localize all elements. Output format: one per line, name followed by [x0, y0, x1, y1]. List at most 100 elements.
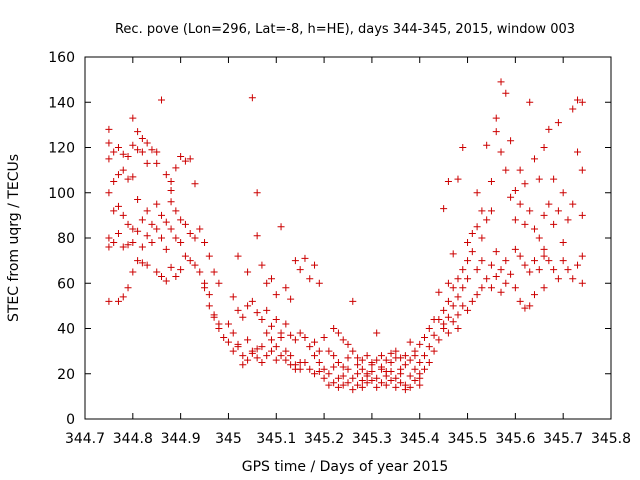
data-point	[311, 370, 319, 378]
data-point	[363, 370, 371, 378]
x-axis: 344.7 344.8 344.9 345 345.1 345.2 345.3 345.4 34…	[65, 57, 631, 447]
data-point	[363, 352, 371, 360]
data-point	[114, 202, 122, 210]
data-point	[444, 313, 452, 321]
data-point	[487, 207, 495, 215]
data-point	[487, 177, 495, 185]
data-point	[392, 374, 400, 382]
data-point	[248, 94, 256, 102]
data-point	[143, 232, 151, 240]
data-point	[454, 311, 462, 319]
data-point	[148, 220, 156, 228]
data-point	[143, 139, 151, 147]
data-point	[181, 157, 189, 165]
data-point	[401, 361, 409, 369]
data-point	[334, 383, 342, 391]
data-point	[554, 207, 562, 215]
data-point	[272, 356, 280, 364]
data-point	[492, 114, 500, 122]
data-point	[392, 347, 400, 355]
x-tick-label: 345.8	[591, 431, 631, 447]
data-point	[497, 266, 505, 274]
data-point	[267, 322, 275, 330]
data-point	[397, 365, 405, 373]
data-point	[392, 383, 400, 391]
data-point	[492, 248, 500, 256]
data-point	[569, 105, 577, 113]
data-point	[153, 268, 161, 276]
data-point	[287, 352, 295, 360]
data-point	[258, 358, 266, 366]
data-point	[282, 347, 290, 355]
data-point	[167, 225, 175, 233]
data-point	[138, 148, 146, 156]
data-point	[320, 365, 328, 373]
data-point	[306, 275, 314, 283]
data-point	[401, 352, 409, 360]
data-point	[162, 171, 170, 179]
data-point	[267, 275, 275, 283]
data-point	[258, 261, 266, 269]
data-point	[578, 98, 586, 106]
data-point	[134, 146, 142, 154]
data-point	[167, 263, 175, 271]
data-point	[205, 302, 213, 310]
data-point	[330, 325, 338, 332]
data-point	[540, 245, 548, 253]
data-point	[377, 352, 385, 360]
data-point	[172, 164, 180, 172]
data-point	[397, 379, 405, 387]
data-point	[110, 207, 118, 215]
data-point	[129, 173, 137, 181]
data-point	[306, 343, 314, 351]
data-point	[114, 144, 122, 151]
data-point	[421, 334, 429, 342]
data-point	[569, 275, 577, 283]
data-point	[162, 277, 170, 285]
data-point	[177, 266, 185, 274]
data-point	[440, 320, 448, 328]
data-point	[354, 361, 362, 369]
data-point	[516, 200, 524, 208]
data-point	[449, 302, 457, 310]
data-point	[143, 261, 151, 269]
data-point	[291, 336, 299, 344]
x-tick-label: 345.6	[495, 431, 535, 447]
data-point	[492, 128, 500, 136]
data-point	[416, 381, 424, 389]
data-point	[559, 257, 567, 265]
data-point	[545, 200, 553, 208]
data-point	[511, 245, 519, 253]
data-point	[258, 315, 266, 323]
data-point	[406, 372, 414, 380]
data-point	[181, 220, 189, 228]
data-point	[253, 232, 261, 240]
data-point	[110, 148, 118, 156]
data-point	[449, 284, 457, 292]
data-point	[425, 325, 433, 332]
data-point	[320, 374, 328, 382]
data-point	[478, 284, 486, 292]
data-point	[177, 239, 185, 247]
data-point	[540, 211, 548, 219]
data-point	[377, 379, 385, 387]
data-point	[220, 334, 228, 342]
data-point	[354, 354, 362, 362]
data-point	[296, 266, 304, 274]
data-point	[521, 304, 529, 312]
data-point	[578, 279, 586, 287]
data-point	[306, 365, 314, 373]
data-point	[287, 295, 295, 303]
data-point	[272, 291, 280, 299]
data-point	[110, 177, 118, 185]
data-point	[550, 175, 558, 183]
data-point	[473, 223, 481, 231]
data-point	[105, 139, 113, 147]
data-point	[421, 352, 429, 360]
data-point	[315, 347, 323, 355]
data-point	[229, 347, 237, 355]
data-point	[497, 78, 505, 86]
data-point	[239, 361, 247, 369]
data-point	[550, 220, 558, 228]
data-point	[325, 370, 333, 378]
